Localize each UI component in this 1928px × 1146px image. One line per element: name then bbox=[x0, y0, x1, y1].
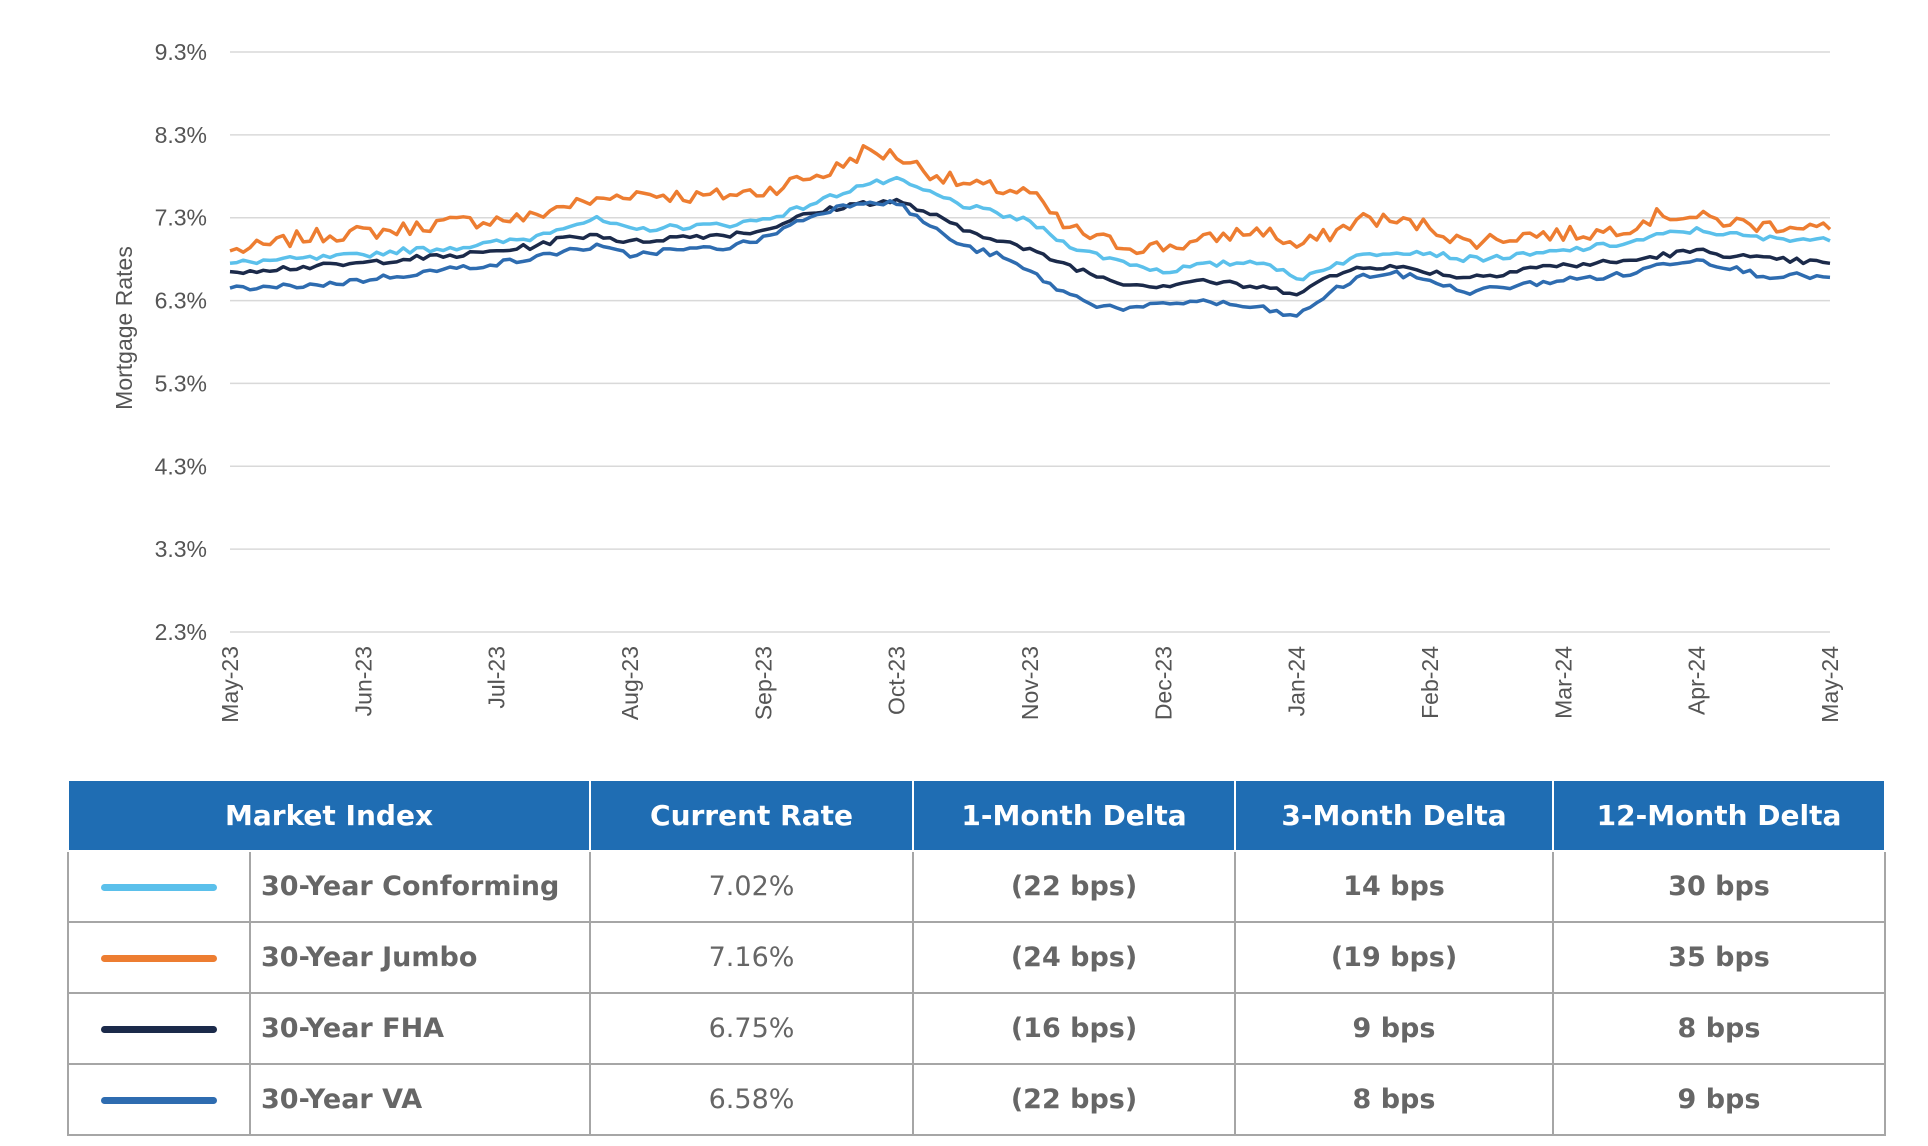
y-tick-label: 8.3% bbox=[155, 122, 207, 148]
twelve-month-delta: 9 bps bbox=[1552, 1063, 1887, 1136]
series-line-30-year-jumbo bbox=[229, 144, 1832, 256]
legend-swatch bbox=[101, 1026, 217, 1033]
legend-swatch bbox=[101, 1097, 217, 1104]
y-tick-label: 2.3% bbox=[155, 619, 207, 645]
table-header-row: Market Index Current Rate 1-Month Delta … bbox=[66, 779, 1887, 852]
x-tick-label: Jul-23 bbox=[484, 646, 510, 709]
y-tick-label: 4.3% bbox=[155, 453, 207, 479]
header-three-month-delta: 3-Month Delta bbox=[1234, 779, 1555, 852]
one-month-delta: (22 bps) bbox=[912, 850, 1237, 923]
x-tick-label: Dec-23 bbox=[1150, 646, 1176, 720]
x-tick-label: May-23 bbox=[217, 646, 243, 723]
x-tick-label: Oct-23 bbox=[884, 646, 910, 715]
three-month-delta: (19 bps) bbox=[1234, 921, 1555, 994]
x-tick-label: Nov-23 bbox=[1017, 646, 1043, 720]
header-market-index: Market Index bbox=[66, 779, 592, 852]
current-rate: 7.16% bbox=[589, 921, 915, 994]
legend-swatch-cell bbox=[67, 992, 251, 1065]
current-rate: 7.02% bbox=[589, 850, 915, 923]
market-index-name: 30-Year VA bbox=[248, 1063, 592, 1136]
mortgage-rates-chart: 9.3% 8.3% 7.3% 6.3% 5.3% 4.3% 3.3% 2.3% May-23 J… bbox=[111, 39, 1843, 723]
series-line-30-year-va bbox=[229, 199, 1831, 318]
header-one-month-delta: 1-Month Delta bbox=[912, 779, 1237, 852]
legend-swatch bbox=[101, 955, 217, 962]
gridlines bbox=[230, 51, 1830, 633]
legend-swatch-cell bbox=[67, 1063, 251, 1136]
y-axis-ticks: 9.3% 8.3% 7.3% 6.3% 5.3% 4.3% 3.3% 2.3% bbox=[155, 39, 207, 645]
x-tick-label: Feb-24 bbox=[1417, 646, 1443, 719]
table-row: 30-Year FHA 6.75% (16 bps) 9 bps 8 bps bbox=[67, 992, 1887, 1065]
x-tick-label: Aug-23 bbox=[617, 646, 643, 720]
legend-swatch-cell bbox=[67, 850, 251, 923]
y-tick-label: 5.3% bbox=[155, 370, 207, 396]
one-month-delta: (24 bps) bbox=[912, 921, 1237, 994]
rates-table: Market Index Current Rate 1-Month Delta … bbox=[66, 779, 1887, 1136]
market-index-name: 30-Year Jumbo bbox=[248, 921, 592, 994]
one-month-delta: (22 bps) bbox=[912, 1063, 1237, 1136]
legend-swatch-cell bbox=[67, 921, 251, 994]
y-tick-label: 6.3% bbox=[155, 288, 207, 314]
x-tick-label: Jan-24 bbox=[1284, 646, 1310, 717]
x-tick-label: May-24 bbox=[1817, 646, 1843, 723]
y-tick-label: 7.3% bbox=[155, 205, 207, 231]
twelve-month-delta: 8 bps bbox=[1552, 992, 1887, 1065]
current-rate: 6.58% bbox=[589, 1063, 915, 1136]
header-current-rate: Current Rate bbox=[589, 779, 915, 852]
legend-swatch bbox=[101, 884, 217, 891]
x-tick-label: Mar-24 bbox=[1550, 646, 1576, 719]
series-lines bbox=[229, 144, 1832, 318]
x-tick-label: Sep-23 bbox=[750, 646, 776, 720]
twelve-month-delta: 30 bps bbox=[1552, 850, 1887, 923]
market-index-name: 30-Year FHA bbox=[248, 992, 592, 1065]
three-month-delta: 8 bps bbox=[1234, 1063, 1555, 1136]
y-axis-title: Mortgage Rates bbox=[111, 246, 137, 410]
series-line-30-year-fha bbox=[229, 197, 1831, 297]
table-row: 30-Year Conforming 7.02% (22 bps) 14 bps… bbox=[67, 850, 1887, 923]
one-month-delta: (16 bps) bbox=[912, 992, 1237, 1065]
series-line-30-year-conforming bbox=[229, 175, 1831, 282]
three-month-delta: 9 bps bbox=[1234, 992, 1555, 1065]
market-index-name: 30-Year Conforming bbox=[248, 850, 592, 923]
table-row: 30-Year VA 6.58% (22 bps) 8 bps 9 bps bbox=[67, 1063, 1887, 1136]
y-tick-label: 9.3% bbox=[155, 39, 207, 65]
header-twelve-month-delta: 12-Month Delta bbox=[1552, 779, 1887, 852]
x-tick-label: Jun-23 bbox=[350, 646, 376, 716]
y-tick-label: 3.3% bbox=[155, 536, 207, 562]
x-axis-ticks: May-23 Jun-23 Jul-23 Aug-23 Sep-23 Oct-23 Nov-… bbox=[217, 646, 1843, 723]
x-tick-label: Apr-24 bbox=[1684, 646, 1710, 715]
table-row: 30-Year Jumbo 7.16% (24 bps) (19 bps) 35… bbox=[67, 921, 1887, 994]
current-rate: 6.75% bbox=[589, 992, 915, 1065]
twelve-month-delta: 35 bps bbox=[1552, 921, 1887, 994]
three-month-delta: 14 bps bbox=[1234, 850, 1555, 923]
